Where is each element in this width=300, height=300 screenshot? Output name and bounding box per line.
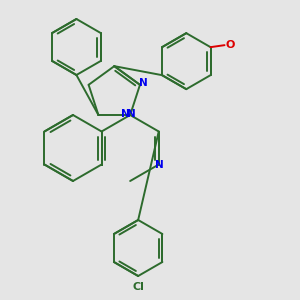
Text: N: N [139,78,147,88]
Text: N: N [127,109,136,119]
Text: N: N [121,109,130,119]
Text: N: N [155,160,164,170]
Text: O: O [226,40,235,50]
Text: Cl: Cl [132,282,144,292]
